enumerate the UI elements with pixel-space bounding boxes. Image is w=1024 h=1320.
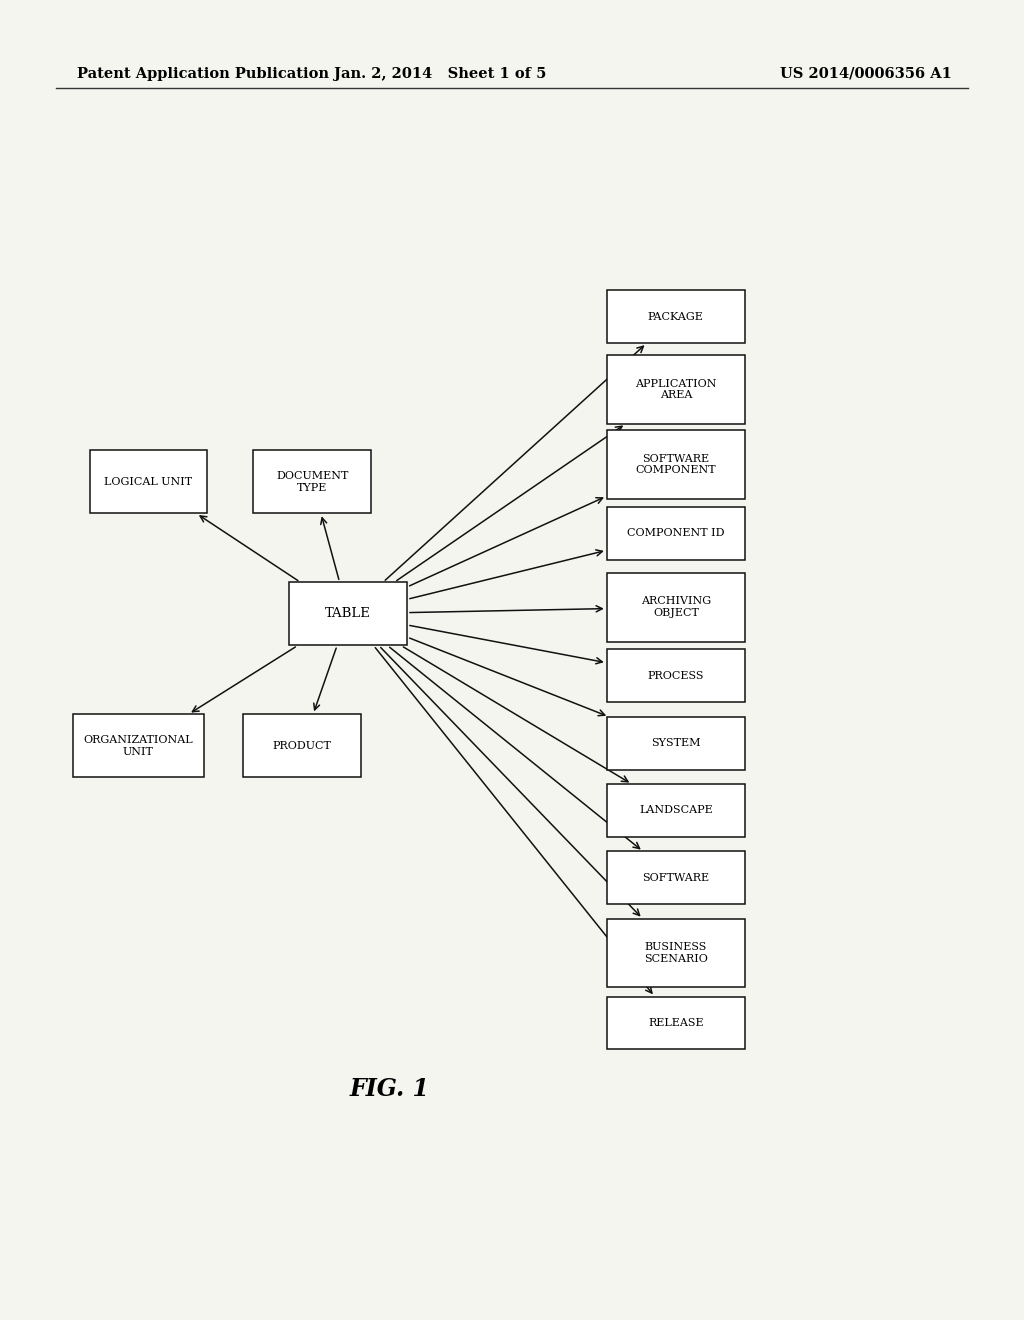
FancyBboxPatch shape [606,851,745,904]
Text: BUSINESS
SCENARIO: BUSINESS SCENARIO [644,942,708,964]
FancyBboxPatch shape [606,717,745,770]
Text: LANDSCAPE: LANDSCAPE [639,805,713,816]
Text: PRODUCT: PRODUCT [272,741,332,751]
FancyBboxPatch shape [606,290,745,343]
Text: FIG. 1: FIG. 1 [349,1077,429,1101]
Text: COMPONENT ID: COMPONENT ID [627,528,725,539]
Text: Patent Application Publication: Patent Application Publication [77,67,329,81]
FancyBboxPatch shape [606,649,745,702]
FancyBboxPatch shape [606,784,745,837]
FancyBboxPatch shape [73,714,204,777]
Text: ORGANIZATIONAL
UNIT: ORGANIZATIONAL UNIT [83,735,194,756]
Text: SOFTWARE
COMPONENT: SOFTWARE COMPONENT [636,454,716,475]
Text: PACKAGE: PACKAGE [648,312,703,322]
Text: LOGICAL UNIT: LOGICAL UNIT [104,477,193,487]
FancyBboxPatch shape [606,919,745,987]
FancyBboxPatch shape [244,714,360,777]
Text: RELEASE: RELEASE [648,1018,703,1028]
FancyBboxPatch shape [290,582,408,645]
FancyBboxPatch shape [254,450,371,513]
FancyBboxPatch shape [606,355,745,424]
FancyBboxPatch shape [606,997,745,1049]
Text: PROCESS: PROCESS [647,671,705,681]
Text: DOCUMENT
TYPE: DOCUMENT TYPE [276,471,348,492]
Text: Jan. 2, 2014   Sheet 1 of 5: Jan. 2, 2014 Sheet 1 of 5 [334,67,547,81]
Text: TABLE: TABLE [326,607,371,620]
FancyBboxPatch shape [606,507,745,560]
FancyBboxPatch shape [90,450,207,513]
Text: SOFTWARE: SOFTWARE [642,873,710,883]
Text: ARCHIVING
OBJECT: ARCHIVING OBJECT [641,597,711,618]
Text: US 2014/0006356 A1: US 2014/0006356 A1 [780,67,952,81]
FancyBboxPatch shape [606,573,745,642]
Text: SYSTEM: SYSTEM [651,738,700,748]
FancyBboxPatch shape [606,430,745,499]
Text: APPLICATION
AREA: APPLICATION AREA [635,379,717,400]
